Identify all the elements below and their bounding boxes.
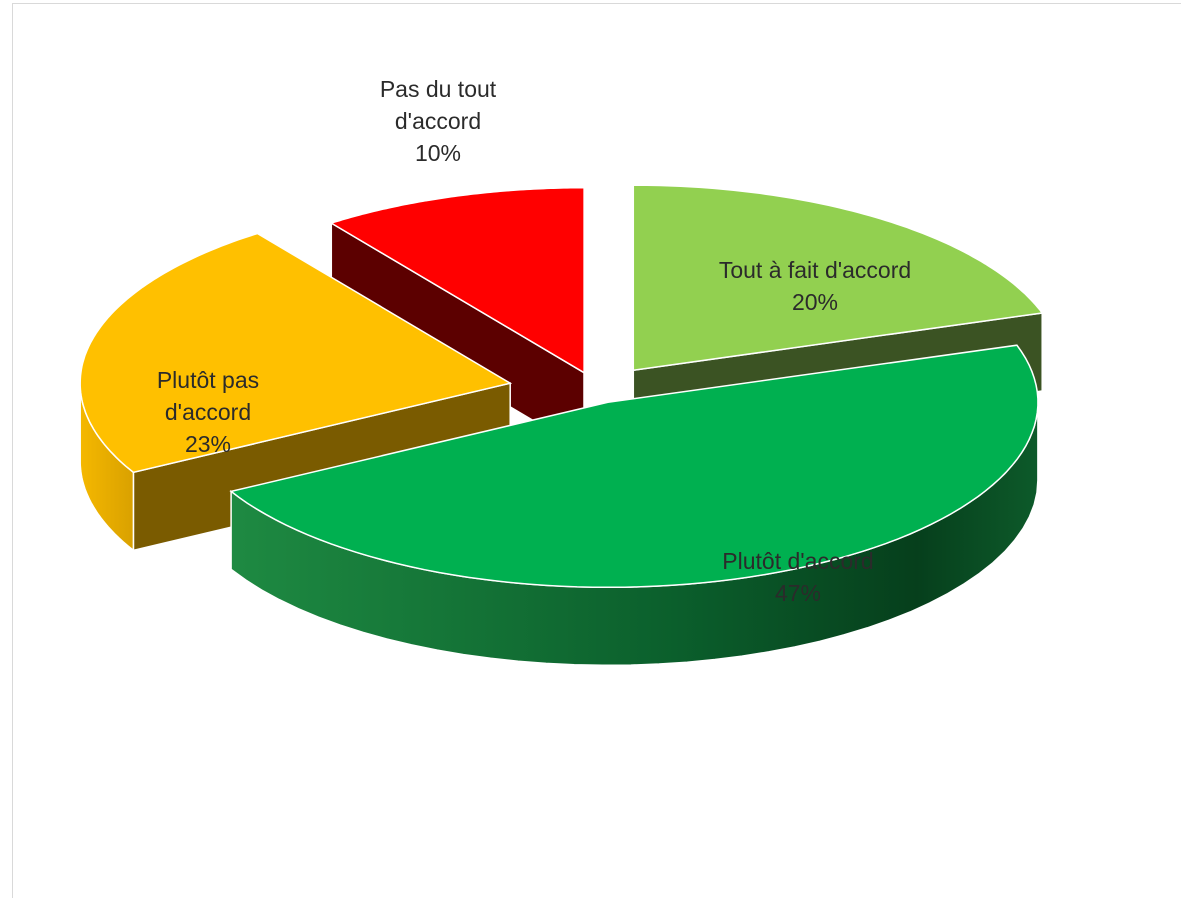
slice-3 bbox=[329, 186, 585, 453]
slice-2 bbox=[79, 232, 513, 552]
chart-area bbox=[12, 3, 1181, 898]
slice-label-3: Pas du tout d'accord 10% bbox=[380, 76, 497, 166]
slice-category-label: d'accord bbox=[165, 399, 251, 425]
slice-label-0: Tout à fait d'accord 20% bbox=[719, 257, 911, 315]
slice-category-label: Tout à fait d'accord bbox=[719, 257, 911, 283]
slice-3-top bbox=[329, 186, 585, 375]
slice-2-top bbox=[79, 232, 513, 474]
slice-0-top bbox=[632, 184, 1044, 372]
slice-label-2: Plutôt pas d'accord 23% bbox=[157, 367, 259, 457]
slice-category-label: d'accord bbox=[395, 108, 481, 134]
slice-category-label: Plutôt d'accord bbox=[722, 548, 873, 574]
slice-1-top bbox=[229, 344, 1039, 589]
slice-category-label: Pas du tout bbox=[380, 76, 497, 102]
slice-label-1: Plutôt d'accord 47% bbox=[722, 548, 873, 606]
slice-1 bbox=[229, 344, 1039, 667]
slice-percent-label: 23% bbox=[185, 431, 231, 457]
slice-category-label: Plutôt pas bbox=[157, 367, 259, 393]
slice-percent-label: 47% bbox=[775, 580, 821, 606]
slice-percent-label: 20% bbox=[792, 289, 838, 315]
slice-percent-label: 10% bbox=[415, 140, 461, 166]
